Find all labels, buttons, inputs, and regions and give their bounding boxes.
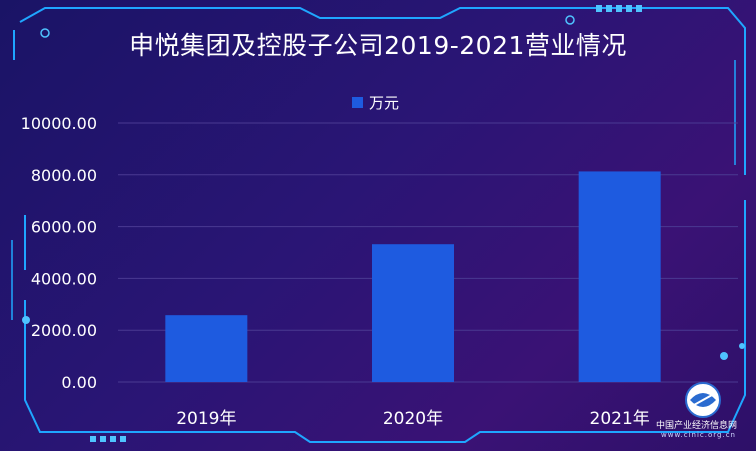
chart-title: 申悦集团及控股子公司2019-2021营业情况 bbox=[129, 31, 627, 60]
x-axis-ticks: 2019年 2020年 2021年 bbox=[176, 409, 650, 429]
bar bbox=[578, 171, 661, 382]
y-tick-label: 4000.00 bbox=[31, 269, 97, 288]
decorative-border bbox=[11, 7, 746, 443]
y-tick-label: 6000.00 bbox=[31, 218, 97, 237]
x-tick-label: 2019年 bbox=[176, 409, 236, 429]
y-tick-label: 0.00 bbox=[61, 373, 97, 392]
watermark-text: 中国产业经济信息网 bbox=[656, 421, 738, 431]
bar bbox=[165, 315, 248, 382]
y-tick-label: 8000.00 bbox=[31, 166, 97, 185]
x-tick-label: 2020年 bbox=[383, 409, 443, 429]
watermark-logo bbox=[685, 382, 721, 418]
y-axis-ticks: 0.00 2000.00 4000.00 6000.00 8000.00 10000.00 bbox=[21, 114, 97, 392]
legend: 万元 bbox=[352, 92, 399, 113]
decorative-dots bbox=[22, 5, 745, 442]
y-tick-label: 10000.00 bbox=[21, 114, 97, 133]
y-tick-label: 2000.00 bbox=[31, 321, 97, 340]
legend-swatch bbox=[352, 97, 363, 108]
x-tick-label: 2021年 bbox=[590, 409, 650, 429]
bar bbox=[372, 244, 454, 382]
bars bbox=[165, 171, 661, 382]
watermark-url: www.cinic.org.cn bbox=[661, 431, 736, 439]
legend-label: 万元 bbox=[369, 94, 400, 112]
